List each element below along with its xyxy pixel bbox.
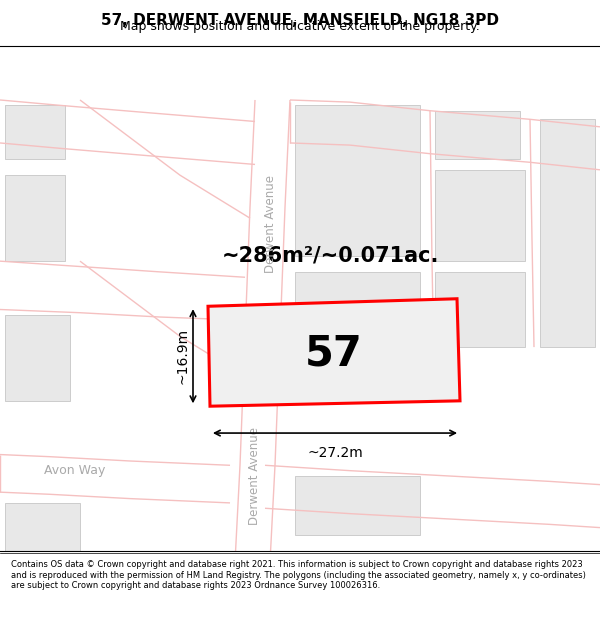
Text: ~27.2m: ~27.2m — [307, 446, 363, 460]
Text: 57, DERWENT AVENUE, MANSFIELD, NG18 3PD: 57, DERWENT AVENUE, MANSFIELD, NG18 3PD — [101, 13, 499, 28]
Polygon shape — [435, 170, 525, 261]
Polygon shape — [435, 111, 520, 159]
Polygon shape — [5, 315, 70, 401]
Polygon shape — [295, 272, 420, 358]
Polygon shape — [5, 106, 65, 159]
Text: 57: 57 — [305, 332, 362, 374]
Text: Map shows position and indicative extent of the property.: Map shows position and indicative extent… — [120, 20, 480, 33]
Text: Contains OS data © Crown copyright and database right 2021. This information is : Contains OS data © Crown copyright and d… — [11, 560, 586, 590]
Polygon shape — [435, 272, 525, 347]
Polygon shape — [295, 106, 420, 256]
Text: Derwent Avenue: Derwent Avenue — [248, 427, 262, 525]
Text: Avon Way: Avon Way — [44, 464, 106, 477]
Polygon shape — [208, 299, 460, 406]
Polygon shape — [5, 503, 80, 572]
Polygon shape — [5, 175, 65, 261]
Text: ~286m²/~0.071ac.: ~286m²/~0.071ac. — [221, 246, 439, 266]
Text: ~16.9m: ~16.9m — [175, 328, 189, 384]
Text: Derwent Avenue: Derwent Avenue — [265, 174, 277, 272]
Polygon shape — [295, 476, 420, 535]
Polygon shape — [540, 119, 595, 347]
